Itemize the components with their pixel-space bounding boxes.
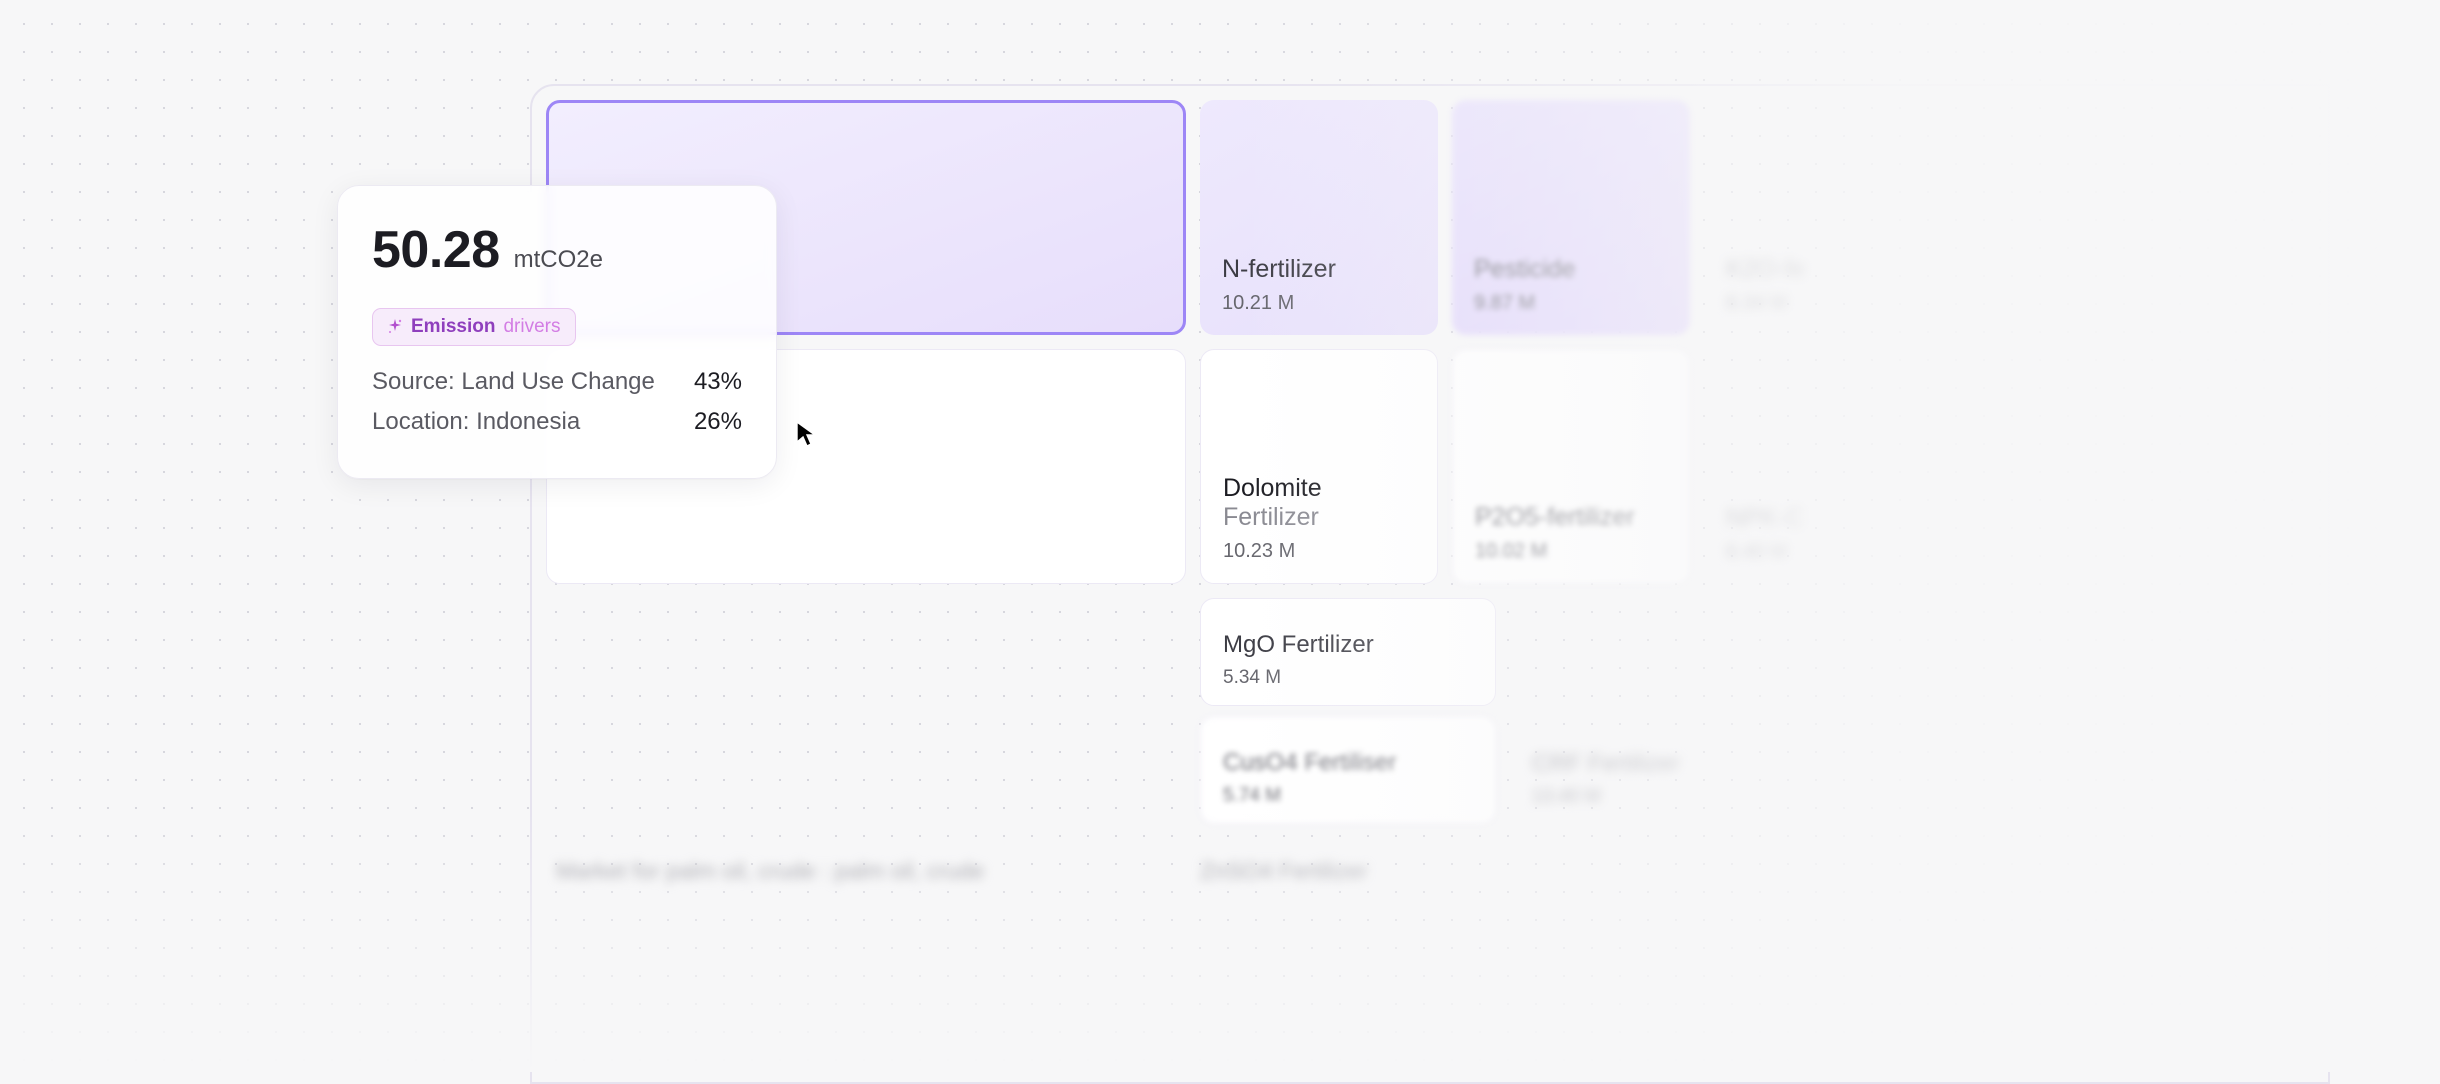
- treemap-tile-label: N-fertilizer: [1222, 255, 1416, 284]
- tooltip-unit: mtCO2e: [514, 246, 603, 274]
- driver-label: Source: Land Use Change: [372, 368, 655, 396]
- treemap-bottom-label: ZnSO4 Fertilizer: [1200, 838, 1496, 908]
- driver-pct: 26%: [694, 408, 742, 436]
- driver-row: Location: Indonesia 26%: [372, 408, 742, 436]
- treemap-tile-label: CRF Fertilizer: [1532, 750, 1784, 778]
- treemap-tile[interactable]: P2O5-fertilizer 10.02 M: [1452, 349, 1690, 584]
- treemap-tile-label: Pesticide: [1474, 255, 1668, 284]
- treemap-tile-value: 5.74 M: [1223, 785, 1473, 807]
- emission-drivers-badge[interactable]: Emission drivers: [372, 308, 576, 346]
- treemap-spacer: [546, 716, 1186, 824]
- treemap-tile-label: NPK-C: [1726, 504, 1882, 533]
- cursor-icon: [795, 420, 817, 453]
- treemap-spacer: [546, 598, 1186, 706]
- treemap-tile-label: CusO4 Fertiliser: [1223, 749, 1473, 777]
- treemap-tile-value: 5.34 M: [1223, 667, 1473, 689]
- treemap-tile-value: 6.40 M: [1726, 541, 1882, 564]
- treemap-tile[interactable]: Pesticide 9.87 M: [1452, 100, 1690, 335]
- treemap-tile[interactable]: CRF Fertilizer 13.40 M: [1510, 716, 1806, 824]
- treemap-tile-value: 13.40 M: [1532, 786, 1784, 808]
- treemap-tile-value: 10.02 M: [1475, 540, 1667, 563]
- tooltip-value: 50.28: [372, 220, 500, 280]
- treemap-tile-label: MgO Fertilizer: [1223, 631, 1473, 659]
- badge-word-2: drivers: [503, 316, 560, 338]
- treemap-bottom-label: Market for palm oil, crude : palm oil, c…: [546, 838, 1186, 908]
- treemap-tile[interactable]: N-fertilizer 10.21 M: [1200, 100, 1438, 335]
- treemap-tile-value: 10.21 M: [1222, 292, 1416, 315]
- treemap-tile-label: K2O-fe: [1726, 255, 1882, 284]
- treemap-tile-value: 6.34 M: [1726, 292, 1882, 315]
- treemap-tile-value: 10.23 M: [1223, 540, 1415, 563]
- treemap-canvas: N-fertilizer 10.21 M Pesticide 9.87 M K2…: [530, 84, 2330, 1084]
- tooltip-card: 50.28 mtCO2e Emission drivers Source: La…: [337, 185, 777, 479]
- treemap-tile-label: Dolomite Fertilizer: [1223, 474, 1415, 532]
- treemap-tile-label: P2O5-fertilizer: [1475, 503, 1667, 532]
- driver-label: Location: Indonesia: [372, 408, 580, 436]
- sparkle-icon: [387, 319, 403, 335]
- treemap-tile-value: 9.87 M: [1474, 292, 1668, 315]
- badge-word-1: Emission: [411, 316, 495, 338]
- treemap-tile[interactable]: NPK-C 6.40 M: [1704, 349, 1904, 584]
- driver-pct: 43%: [694, 368, 742, 396]
- tooltip-header: 50.28 mtCO2e: [372, 220, 742, 280]
- driver-row: Source: Land Use Change 43%: [372, 368, 742, 396]
- treemap-tile[interactable]: K2O-fe 6.34 M: [1704, 100, 1904, 335]
- treemap-tile[interactable]: CusO4 Fertiliser 5.74 M: [1200, 716, 1496, 824]
- treemap-tile[interactable]: Dolomite Fertilizer 10.23 M: [1200, 349, 1438, 584]
- treemap-tile[interactable]: MgO Fertilizer 5.34 M: [1200, 598, 1496, 706]
